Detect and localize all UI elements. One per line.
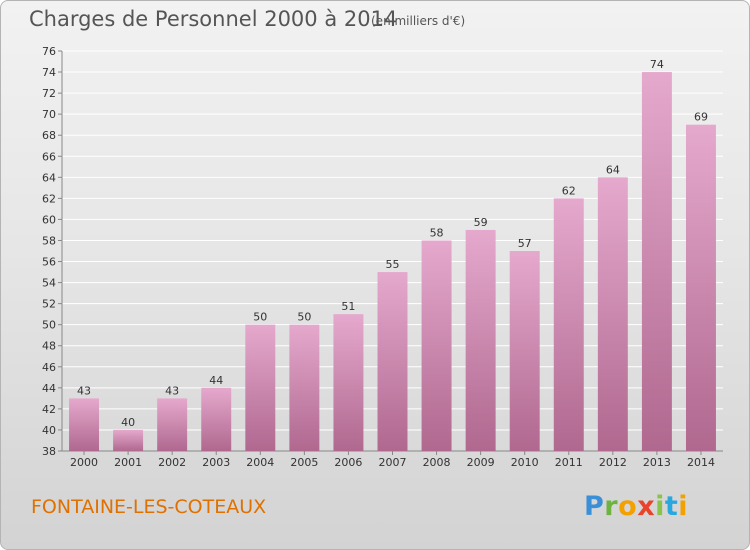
y-tick-label: 50 [42, 319, 56, 332]
value-label: 50 [253, 311, 267, 324]
bar-2002 [157, 398, 188, 451]
bar-2010 [509, 251, 540, 451]
x-tick-label: 2012 [599, 456, 627, 469]
value-label: 40 [121, 416, 135, 429]
value-label: 57 [518, 237, 532, 250]
y-tick-label: 72 [42, 87, 56, 100]
bars [69, 72, 716, 452]
y-tick-label: 68 [42, 129, 56, 142]
bar-2007 [377, 272, 408, 451]
proxiti-logo[interactable]: Proxiti [584, 491, 689, 522]
y-tick-label: 40 [42, 424, 56, 437]
y-tick-label: 64 [42, 171, 56, 184]
value-label: 43 [165, 384, 179, 397]
x-tick-label: 2010 [511, 456, 539, 469]
bar-2013 [641, 72, 672, 451]
y-tick-label: 74 [42, 66, 56, 79]
bar-2009 [465, 229, 496, 451]
y-tick-label: 38 [42, 445, 56, 458]
y-tick-label: 66 [42, 150, 56, 163]
value-label: 74 [650, 58, 664, 71]
x-tick-label: 2005 [290, 456, 318, 469]
bar-2008 [421, 240, 452, 451]
y-tick-label: 44 [42, 382, 56, 395]
y-tick-label: 62 [42, 192, 56, 205]
y-tick-label: 56 [42, 256, 56, 269]
x-tick-label: 2007 [379, 456, 407, 469]
value-label: 55 [386, 258, 400, 271]
y-tick-label: 48 [42, 340, 56, 353]
x-tick-label: 2002 [158, 456, 186, 469]
value-label: 59 [474, 216, 488, 229]
x-tick-label: 2004 [246, 456, 274, 469]
y-tick-label: 46 [42, 361, 56, 374]
x-tick-label: 2006 [334, 456, 362, 469]
x-tick-label: 2000 [70, 456, 98, 469]
value-label: 64 [606, 163, 620, 176]
y-tick-label: 54 [42, 277, 56, 290]
x-tick-label: 2003 [202, 456, 230, 469]
x-tick-label: 2013 [643, 456, 671, 469]
x-tick-label: 2014 [687, 456, 715, 469]
bar-2006 [333, 314, 364, 451]
y-tick-label: 42 [42, 403, 56, 416]
y-tick-label: 70 [42, 108, 56, 121]
x-tick-label: 2001 [114, 456, 142, 469]
x-tick-label: 2011 [555, 456, 583, 469]
y-tick-label: 60 [42, 213, 56, 226]
value-label: 44 [209, 374, 223, 387]
x-tick-label: 2008 [423, 456, 451, 469]
value-label: 51 [341, 300, 355, 313]
bar-2004 [245, 324, 276, 451]
y-tick-label: 76 [42, 45, 56, 58]
chart-title: Charges de Personnel 2000 à 2014 [29, 7, 398, 31]
bar-2012 [597, 177, 628, 451]
value-label: 50 [297, 311, 311, 324]
commune-name: FONTAINE-LES-COTEAUX [31, 496, 267, 518]
value-label: 58 [430, 226, 444, 239]
bar-2001 [113, 429, 144, 451]
bar-2000 [69, 398, 100, 451]
bar-2014 [685, 124, 716, 452]
value-label: 62 [562, 184, 576, 197]
bar-2005 [289, 324, 320, 451]
y-tick-label: 58 [42, 234, 56, 247]
y-tick-label: 52 [42, 298, 56, 311]
value-label: 43 [77, 384, 91, 397]
value-label: 69 [694, 111, 708, 124]
chart-subtitle: (en milliers d'€) [371, 14, 466, 28]
bar-2003 [201, 387, 232, 451]
labels: 43 2000 40 2001 43 2002 44 2003 50 2004 50 2005 51 20… [70, 58, 715, 469]
x-tick-label: 2009 [467, 456, 495, 469]
bar-2011 [553, 198, 584, 451]
